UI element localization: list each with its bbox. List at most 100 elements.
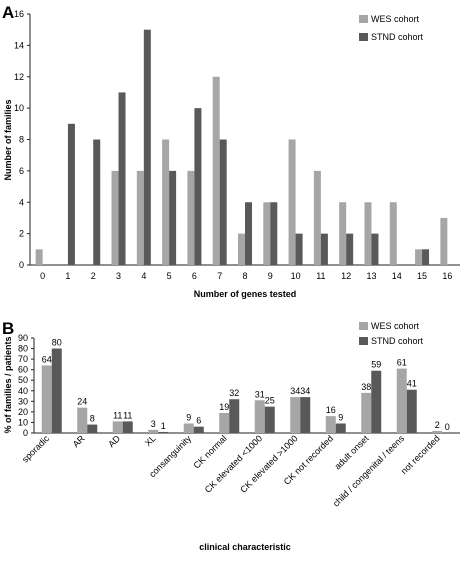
panel-a-bar-stnd bbox=[422, 249, 430, 265]
panel-b-y-tick-label: 0 bbox=[23, 428, 28, 438]
panel-a-bar-stnd bbox=[67, 123, 75, 265]
panel-b-y-tick-label: 10 bbox=[18, 417, 28, 427]
panel-a-bar-wes bbox=[162, 139, 170, 265]
panel-a-bar-stnd bbox=[320, 233, 328, 265]
panel-a-x-tick-label: 13 bbox=[366, 271, 376, 281]
panel-b-data-label-stnd: 8 bbox=[90, 414, 95, 424]
panel-a-x-tick-label: 4 bbox=[141, 271, 146, 281]
panel-b-bar-wes bbox=[77, 407, 88, 433]
panel-b-y-tick-label: 40 bbox=[18, 386, 28, 396]
panel-a-x-tick-label: 7 bbox=[217, 271, 222, 281]
panel-a-y-tick-label: 6 bbox=[19, 166, 24, 176]
panel-b-y-tick-label: 70 bbox=[18, 354, 28, 364]
panel-a-x-tick-label: 15 bbox=[417, 271, 427, 281]
panel-a-x-tick-label: 11 bbox=[316, 271, 325, 281]
panel-b-data-label-wes: 19 bbox=[219, 402, 229, 412]
panel-b-bar-stnd bbox=[122, 421, 133, 433]
panel-a-x-title: Number of genes tested bbox=[194, 289, 297, 299]
panel-b-bar-stnd bbox=[335, 423, 346, 433]
panel-b-bar-wes bbox=[112, 421, 123, 433]
panel-a-x-tick-label: 5 bbox=[167, 271, 172, 281]
panel-a-y-tick-label: 16 bbox=[14, 9, 24, 19]
panel-b-data-label-stnd: 32 bbox=[229, 388, 239, 398]
panel-a-bar-stnd bbox=[93, 139, 101, 265]
panel-b-bar-wes bbox=[361, 392, 372, 433]
panel-b-data-label-wes: 61 bbox=[397, 358, 407, 368]
panel-b-x-title: clinical characteristic bbox=[199, 542, 291, 552]
panel-a-x-tick-label: 12 bbox=[341, 271, 351, 281]
panel-a-legend-swatch-stnd bbox=[359, 33, 368, 41]
panel-a-x-tick-label: 0 bbox=[40, 271, 45, 281]
panel-b-bar-stnd bbox=[300, 397, 311, 433]
panel-b-legend-label-stnd: STND cohort bbox=[371, 336, 424, 346]
panel-a-y-tick-label: 12 bbox=[14, 72, 24, 82]
panel-b-bar-stnd bbox=[229, 399, 240, 433]
panel-a-x-tick-label: 3 bbox=[116, 271, 121, 281]
panel-a-bar-wes bbox=[440, 217, 448, 265]
panel-b-data-label-stnd: 9 bbox=[338, 413, 343, 423]
panel-a-bar-wes bbox=[35, 249, 43, 265]
panel-a-bar-wes bbox=[288, 139, 296, 265]
panel-a-bar-stnd bbox=[219, 139, 227, 265]
panel-a-legend-label-stnd: STND cohort bbox=[371, 32, 424, 42]
panel-b-bar-stnd bbox=[371, 370, 382, 433]
panel-b-y-tick-label: 20 bbox=[18, 407, 28, 417]
panel-b-bar-wes bbox=[41, 365, 52, 433]
panel-b-letter: B bbox=[2, 319, 14, 338]
panel-b-data-label-stnd: 25 bbox=[265, 396, 275, 406]
panel-b-bar-wes bbox=[219, 412, 230, 433]
panel-b-x-tick-label: XL bbox=[143, 433, 158, 448]
panel-a-y-tick-label: 14 bbox=[14, 40, 24, 50]
panel-a-bar-wes bbox=[263, 202, 271, 265]
panel-a-x-tick-label: 14 bbox=[392, 271, 402, 281]
panel-a-bar-wes bbox=[364, 202, 372, 265]
panel-b-y-title: % of families / patients bbox=[3, 336, 13, 433]
panel-a-bar-wes bbox=[187, 170, 195, 265]
panel-b-data-label-stnd: 0 bbox=[445, 422, 450, 432]
panel-a-y-tick-label: 8 bbox=[19, 135, 24, 145]
panel-b-data-label-wes: 38 bbox=[361, 382, 371, 392]
panel-a-y-tick-label: 0 bbox=[19, 260, 24, 270]
panel-b-x-tick-label: CK normal bbox=[192, 433, 229, 470]
panel-a-bar-wes bbox=[111, 170, 119, 265]
panel-b-bar-wes bbox=[148, 429, 159, 433]
panel-b-data-label-wes: 64 bbox=[42, 354, 52, 364]
panel-b-data-label-stnd: 41 bbox=[407, 379, 417, 389]
panel-a-bar-stnd bbox=[143, 29, 151, 265]
panel-b-legend-swatch-wes bbox=[359, 322, 368, 330]
panel-a-bar-wes bbox=[415, 249, 423, 265]
panel-b-data-label-wes: 34 bbox=[290, 386, 300, 396]
panel-a-x-tick-label: 6 bbox=[192, 271, 197, 281]
panel-b-data-label-stnd: 11 bbox=[123, 410, 132, 420]
panel-a-bar-wes bbox=[238, 233, 245, 265]
panel-b-data-label-wes: 2 bbox=[435, 420, 440, 430]
panel-b-data-label-wes: 24 bbox=[77, 397, 87, 407]
panel-b-data-label-stnd: 80 bbox=[52, 338, 62, 348]
panel-b-y-tick-label: 50 bbox=[18, 375, 28, 385]
panel-b-bar-stnd bbox=[406, 389, 417, 433]
panel-a-legend-swatch-wes bbox=[359, 15, 368, 23]
panel-b-data-label-stnd: 6 bbox=[196, 416, 201, 426]
panel-b-data-label-wes: 11 bbox=[113, 410, 122, 420]
panel-b-data-label-stnd: 1 bbox=[161, 421, 166, 431]
panel-a-bar-wes bbox=[339, 202, 347, 265]
panel-b-y-tick-label: 90 bbox=[18, 333, 28, 343]
panel-a-x-tick-label: 16 bbox=[442, 271, 452, 281]
panel-a-y-tick-label: 10 bbox=[14, 103, 24, 113]
panel-b-bar-wes bbox=[254, 400, 265, 433]
panel-a-legend-label-wes: WES cohort bbox=[371, 14, 420, 24]
panel-a-bar-stnd bbox=[270, 202, 278, 265]
panel-a-x-tick-label: 8 bbox=[242, 271, 247, 281]
panel-a-bar-stnd bbox=[118, 92, 126, 265]
panel-a-letter: A bbox=[2, 3, 14, 22]
panel-a-x-tick-label: 1 bbox=[65, 271, 70, 281]
panel-a-bar-stnd bbox=[245, 202, 252, 265]
panel-b-x-tick-label: AR bbox=[71, 433, 87, 449]
panel-a-x-tick-label: 9 bbox=[268, 271, 273, 281]
panel-b-bar-stnd bbox=[158, 431, 169, 433]
panel-a-bar-wes bbox=[136, 170, 144, 265]
panel-b-data-label-wes: 9 bbox=[186, 413, 191, 423]
